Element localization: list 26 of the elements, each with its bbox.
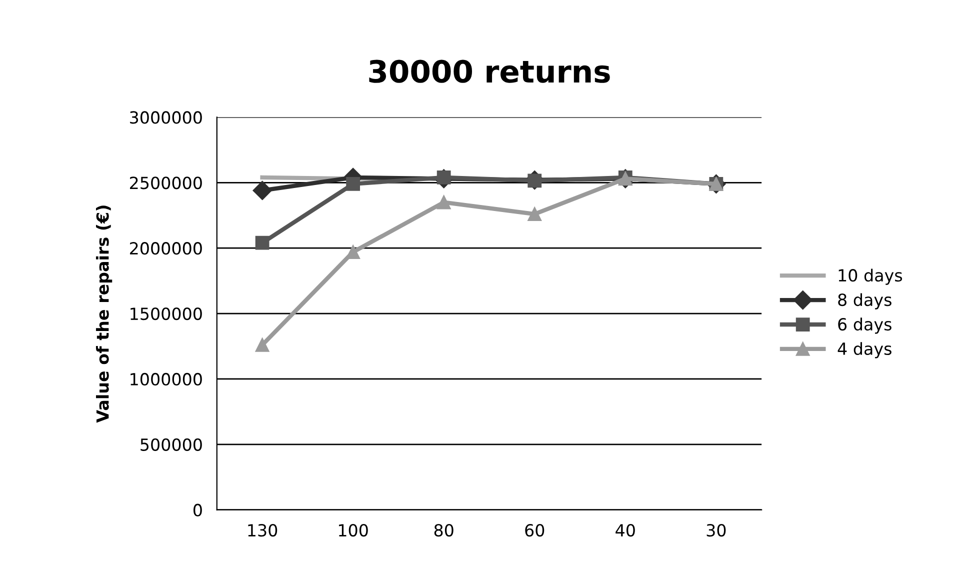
point — [346, 245, 360, 259]
point — [255, 338, 270, 352]
point — [436, 195, 451, 210]
y-tick-label: 500000 — [140, 438, 202, 451]
y-axis-title: Value of the repairs (€) — [96, 206, 112, 423]
x-tick-label: 30 — [706, 524, 726, 537]
x-tick-label: 40 — [616, 524, 635, 537]
y-tick-label: 0 — [194, 504, 202, 516]
y-tick-label: 2000000 — [130, 242, 202, 255]
chart-title: 30000 returns — [369, 60, 610, 83]
point — [346, 177, 360, 191]
point — [252, 180, 272, 200]
legend-label: 8 days — [838, 293, 892, 310]
point — [255, 236, 270, 250]
x-tick-label: 100 — [338, 524, 368, 537]
y-tick-label: 3000000 — [130, 111, 202, 124]
point — [528, 207, 542, 221]
x-tick-label: 130 — [248, 524, 278, 537]
x-tick-label: 80 — [434, 524, 454, 537]
legend-label: 4 days — [838, 342, 892, 358]
legend-label: 10 days — [838, 268, 902, 285]
y-tick-label: 2500000 — [130, 176, 202, 190]
y-tick-label: 1500000 — [130, 307, 202, 320]
x-tick-label: 60 — [525, 524, 544, 537]
y-tick-label: 1000000 — [130, 372, 202, 386]
legend-label: 6 days — [838, 318, 892, 334]
